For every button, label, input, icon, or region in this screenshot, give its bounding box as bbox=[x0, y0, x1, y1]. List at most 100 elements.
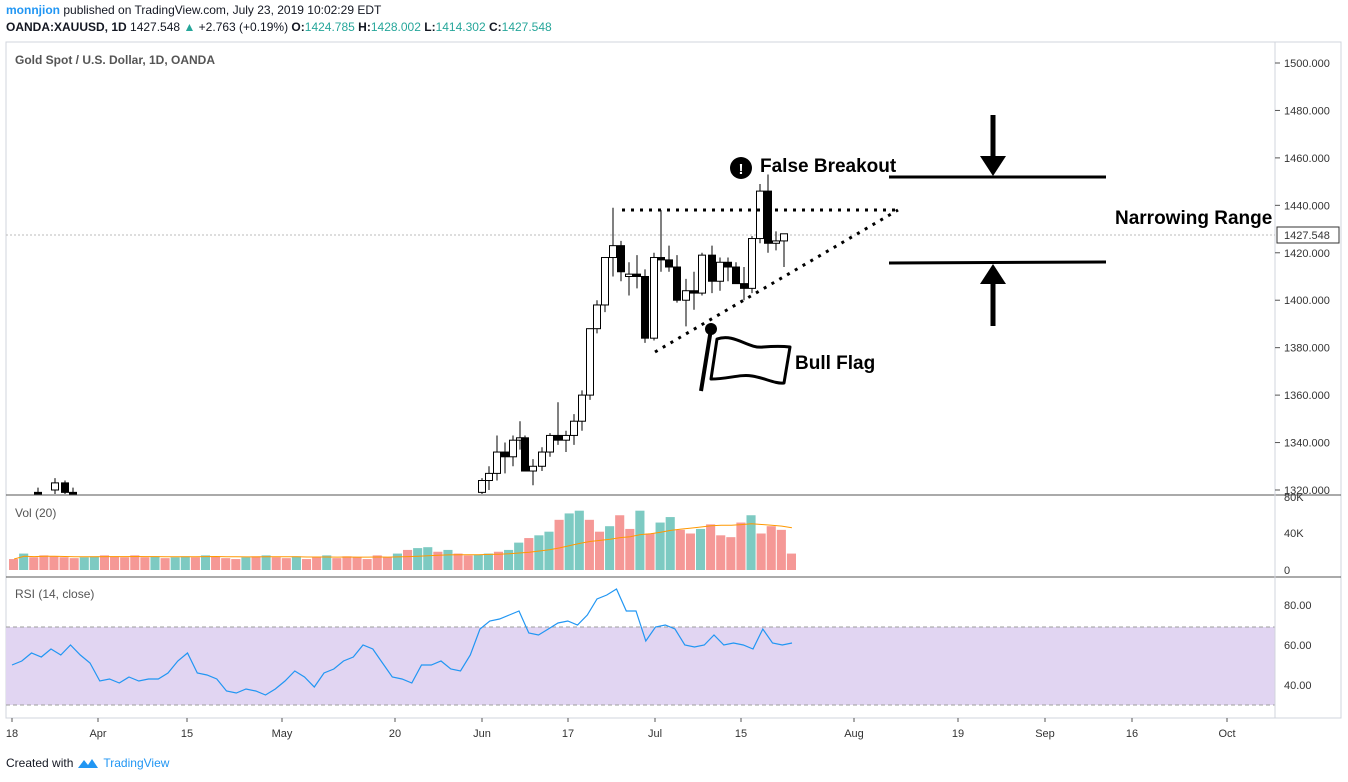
candle-down bbox=[61, 482, 69, 493]
price-pane-title: Gold Spot / U.S. Dollar, 1D, OANDA bbox=[15, 53, 215, 67]
volume-bar bbox=[443, 549, 453, 570]
time-tick-label: 17 bbox=[562, 728, 574, 740]
price-tick-label: 1440.000 bbox=[1284, 200, 1330, 212]
time-tick-label: Sep bbox=[1035, 728, 1055, 740]
volume-bar bbox=[69, 558, 79, 570]
volume-bar bbox=[190, 557, 200, 570]
volume-bar bbox=[483, 553, 493, 570]
rsi-band bbox=[6, 627, 1275, 705]
volume-bar bbox=[746, 515, 756, 570]
candle-up bbox=[586, 328, 594, 396]
volume-bar bbox=[594, 531, 605, 570]
volume-bar bbox=[625, 528, 635, 570]
time-tick-label: May bbox=[272, 728, 293, 740]
candle-up bbox=[650, 257, 658, 339]
candle-down bbox=[673, 266, 681, 301]
candle-up bbox=[562, 434, 570, 441]
volume-bar bbox=[332, 558, 342, 570]
time-tick-label: Jul bbox=[648, 728, 662, 740]
volume-bar bbox=[221, 558, 231, 570]
volume-tick-label: 40K bbox=[1284, 528, 1304, 540]
candle-down bbox=[690, 290, 698, 294]
candle-down bbox=[633, 273, 641, 277]
created-with-text: Created with bbox=[6, 756, 74, 770]
volume-bar bbox=[675, 529, 685, 570]
candle-up bbox=[772, 240, 780, 244]
false-breakout-label: False Breakout bbox=[760, 156, 897, 177]
volume-pane-title: Vol (20) bbox=[15, 506, 56, 520]
volume-bar bbox=[170, 557, 180, 570]
last-price-tag bbox=[1276, 226, 1340, 244]
candle-down bbox=[34, 491, 42, 495]
volume-bar bbox=[372, 555, 382, 570]
candle-up bbox=[698, 254, 706, 294]
time-tick-label: 19 bbox=[952, 728, 964, 740]
volume-bar bbox=[39, 555, 49, 570]
time-tick-label: Aug bbox=[844, 728, 864, 740]
symbol-label: OANDA:XAUUSD, 1D bbox=[6, 20, 127, 34]
volume-bar bbox=[291, 556, 301, 570]
price-tick-label: 1340.000 bbox=[1284, 438, 1330, 450]
volume-bar bbox=[79, 557, 89, 570]
volume-bar bbox=[544, 531, 554, 570]
price-tick-label: 1320.000 bbox=[1284, 485, 1330, 497]
open-value: 1424.785 bbox=[304, 20, 355, 34]
volume-bar bbox=[120, 557, 130, 570]
volume-bar bbox=[504, 549, 514, 570]
volume-bar bbox=[645, 533, 655, 570]
time-axis[interactable]: 18 Apr 15 May 20 Jun 17 Jul 15 Aug 19 Sep 16 Oct bbox=[6, 718, 1236, 740]
candle-up bbox=[538, 451, 546, 467]
volume-bar bbox=[362, 559, 372, 570]
candle-up bbox=[51, 482, 59, 491]
volume-bar bbox=[99, 555, 110, 570]
price-tick-label: 1380.000 bbox=[1284, 343, 1330, 355]
volume-bar bbox=[413, 548, 423, 570]
candles bbox=[34, 174, 788, 495]
chart-frame bbox=[5, 41, 1342, 719]
time-tick-label: Oct bbox=[1218, 728, 1235, 740]
volume-bar bbox=[59, 557, 69, 570]
candle-up bbox=[546, 434, 554, 453]
rsi-tick-label: 80.00 bbox=[1284, 600, 1312, 612]
volume-bar bbox=[49, 556, 59, 570]
price-tick-label: 1420.000 bbox=[1284, 248, 1330, 260]
volume-bar bbox=[312, 557, 322, 570]
volume-bar bbox=[716, 535, 726, 570]
volume-bar bbox=[423, 547, 433, 570]
volume-bar bbox=[574, 510, 584, 570]
range-bottom-line bbox=[888, 260, 1107, 265]
high-value: 1428.002 bbox=[370, 20, 421, 34]
time-tick-label: 15 bbox=[181, 728, 193, 740]
volume-bar bbox=[473, 554, 483, 570]
volume-bar bbox=[261, 555, 271, 570]
candle-down bbox=[501, 451, 509, 458]
time-tick-label: 15 bbox=[735, 728, 747, 740]
volume-bar bbox=[584, 519, 594, 570]
candle-up bbox=[625, 273, 633, 277]
support-line bbox=[654, 208, 899, 354]
volume-bar bbox=[110, 556, 120, 570]
rsi-line bbox=[11, 588, 793, 696]
volume-bar bbox=[433, 551, 443, 570]
candle-up bbox=[748, 238, 756, 289]
volume-bar bbox=[685, 533, 695, 570]
volume-bar bbox=[211, 556, 221, 570]
footer: Created with TradingView bbox=[6, 756, 169, 770]
close-label: C: bbox=[488, 20, 502, 34]
time-tick-label: 16 bbox=[1126, 728, 1138, 740]
candle-down bbox=[641, 276, 649, 339]
volume-bar bbox=[756, 533, 766, 570]
tradingview-brand[interactable]: TradingView bbox=[103, 756, 170, 770]
author-link[interactable]: monnjion bbox=[6, 3, 60, 17]
arrow-up-icon bbox=[980, 264, 1006, 326]
high-label: H: bbox=[358, 20, 371, 34]
open-label: O: bbox=[291, 20, 305, 34]
candle-up bbox=[529, 465, 537, 472]
time-tick-label: Jun bbox=[473, 728, 491, 740]
price-axis[interactable]: 1500.000 1480.000 1460.000 1440.000 1420.000… bbox=[1275, 58, 1330, 497]
volume-bars bbox=[9, 510, 796, 570]
change-value: +2.763 (+0.19%) bbox=[198, 20, 289, 34]
volume-bar bbox=[130, 555, 140, 570]
volume-bar bbox=[564, 513, 574, 570]
